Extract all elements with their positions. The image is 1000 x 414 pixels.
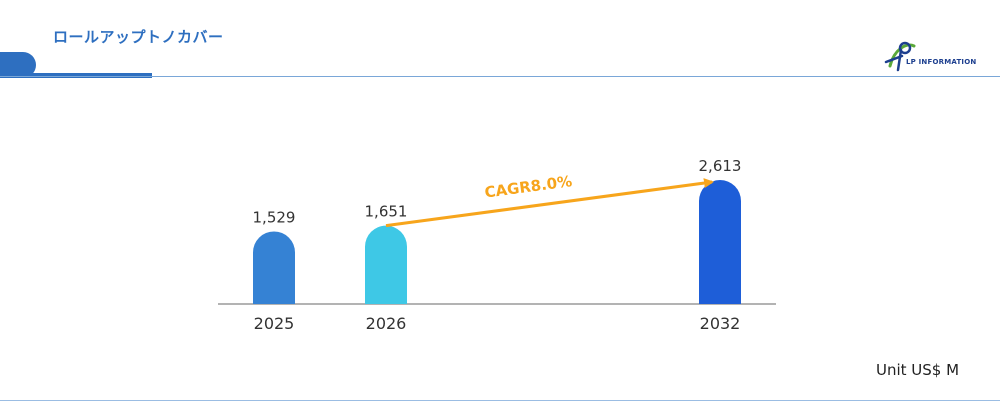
header-divider bbox=[0, 76, 1000, 77]
header-accent-line bbox=[0, 73, 152, 78]
category-label-2025: 2025 bbox=[254, 314, 295, 333]
value-label-2026: 1,651 bbox=[365, 203, 408, 221]
value-label-2025: 1,529 bbox=[253, 208, 296, 226]
logo-text: LP INFORMATION bbox=[906, 58, 977, 66]
unit-label: Unit US$ M bbox=[876, 361, 960, 379]
cagr-arrow bbox=[385, 178, 714, 228]
bar-2025 bbox=[253, 231, 295, 304]
bar-2026 bbox=[365, 225, 407, 304]
value-label-2032: 2,613 bbox=[699, 157, 742, 175]
page-title: ロールアップトノカバー bbox=[53, 28, 224, 46]
bar-2032 bbox=[699, 180, 741, 304]
lp-logo-icon bbox=[884, 41, 916, 72]
footer-divider bbox=[0, 400, 1000, 401]
category-label-2032: 2032 bbox=[700, 314, 741, 333]
cagr-label: CAGR8.0% bbox=[483, 172, 573, 202]
category-label-2026: 2026 bbox=[366, 314, 407, 333]
